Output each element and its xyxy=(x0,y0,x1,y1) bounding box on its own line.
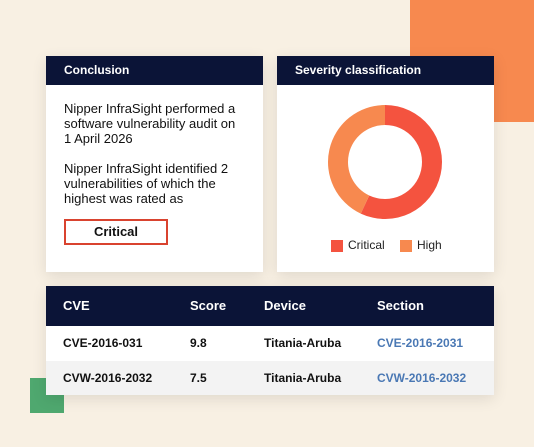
table-cell: Section xyxy=(377,298,424,313)
legend-label: High xyxy=(417,238,442,252)
severity-card: Severity classification Critical High xyxy=(277,56,494,272)
table-row: CVW-2016-2032 7.5 Titania-Aruba CVW-2016-20… xyxy=(46,361,494,395)
card-title: Conclusion xyxy=(46,56,263,85)
table-header: CVE Score Device Section xyxy=(46,286,494,326)
table-cell: CVW-2016-2032 xyxy=(63,371,153,385)
table-cell[interactable]: CVE-2016-2031 xyxy=(377,336,464,350)
table-cell: CVE-2016-031 xyxy=(63,336,143,350)
donut-slice xyxy=(360,105,442,220)
cve-table: CVE Score Device Section CVE-2016-031 9.8 Tit… xyxy=(46,286,494,395)
severity-badge: Critical xyxy=(64,219,168,245)
table-cell: 9.8 xyxy=(190,336,207,350)
legend-swatch xyxy=(331,240,343,252)
table-row: CVE-2016-031 9.8 Titania-Aruba CVE-2016-203… xyxy=(46,326,494,361)
conclusion-card: Conclusion Nipper InfraSight performed a… xyxy=(46,56,263,272)
legend-label: Critical xyxy=(348,238,385,252)
table-cell: Device xyxy=(264,298,306,313)
paragraph: Nipper InfraSight identified 2 vulnerabi… xyxy=(64,161,229,206)
table-cell[interactable]: CVW-2016-2032 xyxy=(377,371,467,385)
table-cell: Score xyxy=(190,298,227,313)
table-cell: Titania-Aruba xyxy=(264,336,342,350)
legend-swatch xyxy=(400,240,412,252)
paragraph: Nipper InfraSight performed a software v… xyxy=(64,101,236,146)
table-cell: 7.5 xyxy=(190,371,207,385)
donut-slice xyxy=(328,105,385,214)
donut-chart: Critical High xyxy=(328,105,442,252)
table-cell: Titania-Aruba xyxy=(264,371,342,385)
card-title: Severity classification xyxy=(277,56,494,85)
table-cell: CVE xyxy=(63,298,90,313)
card-body: Nipper InfraSight performed a software v… xyxy=(46,85,263,206)
